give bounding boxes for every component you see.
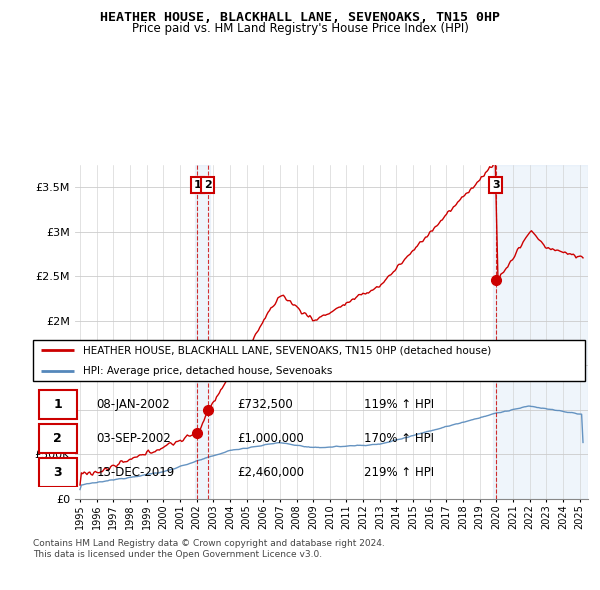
Text: Price paid vs. HM Land Registry's House Price Index (HPI): Price paid vs. HM Land Registry's House … [131, 22, 469, 35]
Text: 219% ↑ HPI: 219% ↑ HPI [364, 466, 434, 479]
Text: 03-SEP-2002: 03-SEP-2002 [97, 432, 171, 445]
FancyBboxPatch shape [38, 389, 77, 419]
Text: 170% ↑ HPI: 170% ↑ HPI [364, 432, 434, 445]
Bar [493, 165, 588, 499]
FancyBboxPatch shape [38, 458, 77, 487]
Text: 08-JAN-2002: 08-JAN-2002 [97, 398, 170, 411]
Text: HEATHER HOUSE, BLACKHALL LANE, SEVENOAKS, TN15 0HP: HEATHER HOUSE, BLACKHALL LANE, SEVENOAKS… [100, 11, 500, 24]
FancyBboxPatch shape [33, 340, 585, 381]
Text: HEATHER HOUSE, BLACKHALL LANE, SEVENOAKS, TN15 0HP (detached house): HEATHER HOUSE, BLACKHALL LANE, SEVENOAKS… [83, 346, 491, 355]
Text: 13-DEC-2019: 13-DEC-2019 [97, 466, 175, 479]
Text: £732,500: £732,500 [237, 398, 293, 411]
FancyBboxPatch shape [38, 424, 77, 453]
Bar [195, 165, 210, 499]
Text: 3: 3 [492, 180, 500, 190]
Text: 119% ↑ HPI: 119% ↑ HPI [364, 398, 434, 411]
Text: 3: 3 [53, 466, 62, 479]
Text: HPI: Average price, detached house, Sevenoaks: HPI: Average price, detached house, Seve… [83, 366, 332, 375]
Text: 1: 1 [53, 398, 62, 411]
Text: 2: 2 [53, 432, 62, 445]
Text: This data is licensed under the Open Government Licence v3.0.: This data is licensed under the Open Gov… [33, 550, 322, 559]
Text: Contains HM Land Registry data © Crown copyright and database right 2024.: Contains HM Land Registry data © Crown c… [33, 539, 385, 548]
Text: £2,460,000: £2,460,000 [237, 466, 304, 479]
Text: 2: 2 [204, 180, 212, 190]
Text: 1: 1 [193, 180, 201, 190]
Text: £1,000,000: £1,000,000 [237, 432, 304, 445]
